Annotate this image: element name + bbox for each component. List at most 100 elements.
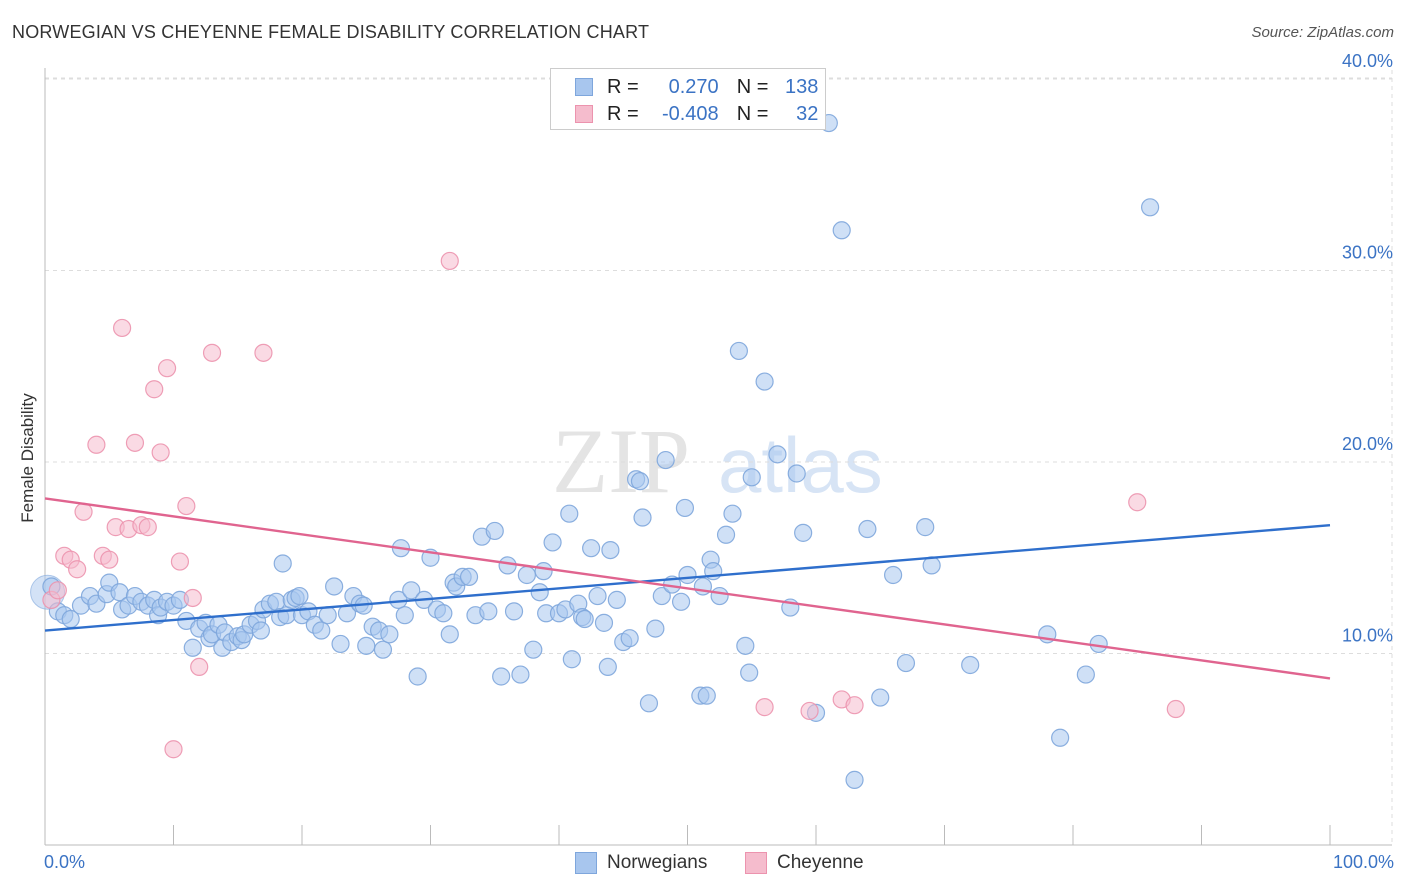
pink-swatch-icon xyxy=(575,105,593,123)
norwegian-point xyxy=(652,586,671,606)
norwegian-point xyxy=(325,577,344,596)
legend-r-label: R = xyxy=(607,75,639,98)
norwegian-point xyxy=(543,533,562,552)
norwegian-point xyxy=(697,686,716,705)
cheyenne-point xyxy=(170,552,190,571)
norwegian-point xyxy=(794,523,813,542)
bottom-legend-label: Cheyenne xyxy=(777,852,864,873)
bottom-legend-label: Norwegians xyxy=(607,852,708,873)
norwegian-point xyxy=(408,667,427,686)
norwegian-point xyxy=(373,640,393,659)
norwegian-point xyxy=(858,519,877,539)
norwegian-point xyxy=(594,613,614,632)
norwegian-point xyxy=(511,665,530,684)
cheyenne-point xyxy=(1166,699,1185,719)
norwegian-point xyxy=(517,565,536,585)
x-axis-min-label: 0.0% xyxy=(44,852,86,872)
source-label: Source: ZipAtlas.com xyxy=(1251,24,1394,41)
cheyenne-point xyxy=(87,435,106,454)
legend-n-label: N = xyxy=(736,102,769,125)
cheyenne-point xyxy=(74,502,93,521)
norwegian-point xyxy=(562,650,581,669)
data-points xyxy=(30,113,1185,789)
cheyenne-point xyxy=(202,343,222,362)
norwegian-point xyxy=(582,539,601,558)
cheyenne-point xyxy=(145,380,164,399)
norwegian-point xyxy=(395,606,414,625)
norwegian-point xyxy=(402,581,421,600)
correlation-legend: R = 0.270 N = 138 R = -0.408 N = 32 xyxy=(550,68,826,130)
cheyenne-point xyxy=(48,581,67,600)
norwegian-point xyxy=(678,565,697,585)
norwegian-point xyxy=(742,468,761,487)
norwegian-point xyxy=(656,450,675,470)
norwegian-point xyxy=(916,518,935,537)
norwegian-point xyxy=(530,583,549,602)
norwegian-point xyxy=(331,634,350,654)
legend-row-cheyenne: R = -0.408 N = 32 xyxy=(575,101,818,127)
norwegian-point xyxy=(1089,634,1108,654)
cheyenne-point xyxy=(254,343,273,362)
norwegian-point xyxy=(380,625,399,644)
norwegian-point xyxy=(630,472,650,491)
norwegian-point xyxy=(716,525,736,544)
norwegian-point xyxy=(723,504,742,523)
norwegian-point xyxy=(961,655,980,675)
norwegian-point xyxy=(1076,665,1095,684)
legend-r-value: 0.270 xyxy=(668,75,719,98)
blue-swatch-icon xyxy=(575,78,593,96)
norwegian-point xyxy=(729,341,749,361)
norwegian-point xyxy=(434,604,453,623)
norwegian-point xyxy=(710,586,729,606)
legend-n-value: 32 xyxy=(796,102,819,125)
norwegian-point xyxy=(736,636,755,655)
cheyenne-point xyxy=(177,496,196,516)
trend-lines xyxy=(44,497,1331,680)
cheyenne-point xyxy=(138,518,157,537)
pink-swatch-icon xyxy=(745,852,767,874)
norwegian-point xyxy=(1140,198,1160,217)
norwegian-point xyxy=(588,586,607,606)
norwegian-point xyxy=(479,602,498,621)
cheyenne-trend-line xyxy=(44,497,1331,680)
y-tick-label: 20.0% xyxy=(1342,434,1393,454)
bottom-legend-cheyenne: Cheyenne xyxy=(745,852,864,874)
norwegian-point xyxy=(646,619,665,638)
legend-n-value: 138 xyxy=(785,75,819,98)
legend-r-label: R = xyxy=(607,102,639,125)
norwegian-point xyxy=(883,565,903,585)
norwegian-point xyxy=(768,445,787,464)
norwegian-point xyxy=(357,636,376,655)
norwegian-point xyxy=(740,663,759,682)
norwegian-point xyxy=(675,498,695,518)
y-tick-label: 40.0% xyxy=(1342,51,1393,71)
norwegian-point xyxy=(498,556,517,575)
norwegian-point xyxy=(620,629,639,648)
norwegian-point xyxy=(440,625,459,644)
norwegian-point xyxy=(607,590,626,609)
norwegian-point xyxy=(312,621,331,640)
cheyenne-point xyxy=(845,696,864,715)
watermark-atlas: atlas xyxy=(718,421,883,509)
norwegian-point xyxy=(755,372,774,391)
norwegian-point xyxy=(318,606,337,625)
norwegian-point xyxy=(787,464,806,483)
norwegian-point xyxy=(639,694,659,713)
cheyenne-point xyxy=(190,657,209,677)
y-tick-labels: 10.0% 20.0% 30.0% 40.0% xyxy=(1342,51,1393,646)
norwegian-point xyxy=(273,554,292,573)
cheyenne-point xyxy=(755,698,774,717)
norwegian-point xyxy=(1051,728,1070,747)
norwegian-point xyxy=(183,638,202,657)
axes xyxy=(44,68,1392,846)
cheyenne-point xyxy=(100,550,119,569)
cheyenne-point xyxy=(68,560,87,579)
norwegian-point xyxy=(896,653,916,673)
cheyenne-point xyxy=(164,740,183,759)
norwegian-point xyxy=(832,221,851,240)
norwegian-point xyxy=(534,562,553,581)
cheyenne-point xyxy=(112,318,132,338)
norwegian-point xyxy=(598,657,617,677)
y-tick-label: 30.0% xyxy=(1342,243,1393,263)
